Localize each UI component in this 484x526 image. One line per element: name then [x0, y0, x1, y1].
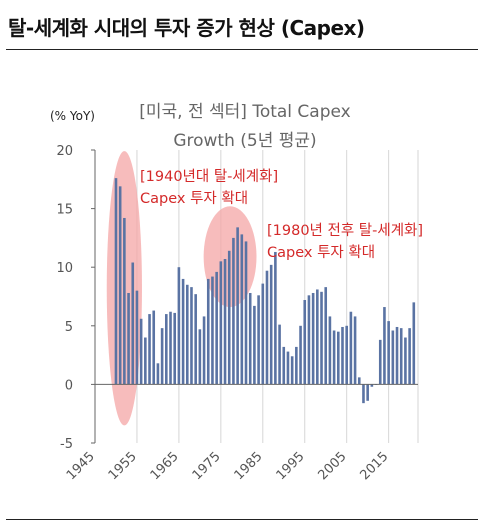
- bar-1955: [135, 290, 139, 385]
- bar-1950: [114, 178, 118, 385]
- bar-1969: [194, 294, 197, 385]
- bar-1977: [227, 250, 231, 385]
- chart-title-line-2: Growth (5년 평균): [173, 131, 316, 151]
- x-tick-label-1955: 1955: [106, 449, 140, 483]
- bar-1962: [165, 314, 168, 385]
- bar-2013: [378, 339, 382, 385]
- bar-1963: [169, 311, 172, 385]
- bar-1979: [236, 227, 239, 385]
- bar-2011: [370, 384, 374, 387]
- bar-2017: [395, 326, 399, 385]
- bar-1974: [215, 271, 218, 385]
- bar-1998: [316, 289, 319, 385]
- bar-1973: [211, 276, 214, 385]
- annotation-1980s-line-1: [1980년 전후 탈-세계화]: [267, 222, 423, 239]
- bar-1994: [299, 325, 302, 385]
- bar-1956: [139, 318, 143, 385]
- x-tick-label-1995: 1995: [274, 449, 308, 483]
- bar-1958: [148, 314, 151, 385]
- x-tick-label-2015: 2015: [357, 449, 391, 483]
- x-tick-label-2005: 2005: [316, 449, 350, 483]
- bar-1961: [160, 328, 164, 385]
- bar-2019: [404, 337, 407, 385]
- x-tick-label-1975: 1975: [190, 449, 224, 483]
- bar-1995: [303, 300, 307, 385]
- bar-1990: [282, 346, 286, 385]
- chart-title-line-1: [미국, 전 섹터] Total Capex: [139, 102, 351, 122]
- bar-2002: [332, 330, 336, 385]
- axes-layer: [94, 150, 418, 443]
- bar-2009: [362, 384, 365, 404]
- bar-2008: [357, 377, 361, 385]
- top-divider: [6, 49, 478, 50]
- y-tick-label-0: 0: [65, 378, 73, 393]
- bar-1984: [257, 295, 260, 385]
- bar-2001: [328, 316, 332, 385]
- bar-1982: [248, 292, 252, 385]
- bar-1953: [127, 292, 130, 385]
- bar-2000: [324, 287, 328, 385]
- x-tick-label-1965: 1965: [148, 449, 182, 483]
- bar-1959: [152, 310, 156, 385]
- bar-1970: [198, 329, 202, 385]
- bar-1972: [206, 278, 210, 385]
- x-tick-label-1945: 1945: [64, 449, 98, 483]
- annotation-1940s-line-2: Capex 투자 확대: [140, 190, 248, 207]
- annotation-1980s-line-2: Capex 투자 확대: [267, 244, 375, 261]
- bar-1975: [219, 261, 223, 385]
- bar-1981: [244, 241, 248, 385]
- page-title: 탈-세계화 시대의 투자 증가 현상 (Capex): [8, 16, 365, 40]
- annotation-1940s-line-1: [1940년대 탈-세계화]: [140, 168, 278, 185]
- bar-1989: [278, 324, 281, 385]
- bar-1985: [261, 283, 265, 385]
- bar-1957: [144, 337, 147, 385]
- bar-2003: [336, 331, 340, 385]
- x-tick-label-1985: 1985: [232, 449, 266, 483]
- bar-1954: [131, 262, 135, 385]
- y-tick-label-20: 20: [56, 144, 73, 159]
- bar-1960: [156, 363, 160, 385]
- bar-1996: [307, 295, 311, 385]
- bottom-divider: [6, 519, 478, 520]
- bar-2015: [387, 321, 390, 385]
- y-tick-label-15: 15: [56, 203, 73, 218]
- bar-1987: [269, 264, 273, 385]
- bar-2018: [399, 328, 403, 385]
- bar-1986: [265, 270, 269, 385]
- bar-1978: [232, 237, 235, 385]
- bars-layer: [114, 178, 416, 404]
- bar-1976: [223, 258, 227, 385]
- bar-1988: [274, 251, 277, 385]
- y-tick-label-10: 10: [56, 261, 73, 276]
- bar-1980: [240, 234, 244, 385]
- bar-2014: [383, 307, 386, 385]
- bar-1952: [123, 217, 126, 385]
- bar-1993: [295, 346, 298, 385]
- bar-1999: [320, 291, 323, 385]
- bar-2020: [408, 328, 411, 385]
- bar-2016: [391, 330, 395, 385]
- bar-1951: [118, 186, 122, 385]
- bar-2021: [412, 302, 416, 385]
- bar-1992: [290, 356, 294, 385]
- bar-2004: [341, 326, 344, 385]
- bar-1997: [311, 292, 315, 385]
- bar-1983: [253, 305, 256, 385]
- y-tick-label-5: 5: [65, 320, 73, 335]
- bar-1967: [185, 284, 189, 385]
- bar-2006: [349, 311, 353, 385]
- bar-2005: [345, 325, 348, 385]
- bar-1968: [190, 287, 193, 385]
- bar-1991: [286, 351, 290, 385]
- y-tick-label--5: -5: [60, 437, 73, 452]
- bar-1964: [173, 312, 177, 385]
- bar-2007: [353, 316, 357, 385]
- bar-1971: [202, 316, 206, 385]
- bar-2010: [366, 384, 369, 401]
- y-axis-label: (% YoY): [50, 109, 95, 123]
- bar-1965: [177, 267, 181, 385]
- bar-1966: [181, 278, 185, 385]
